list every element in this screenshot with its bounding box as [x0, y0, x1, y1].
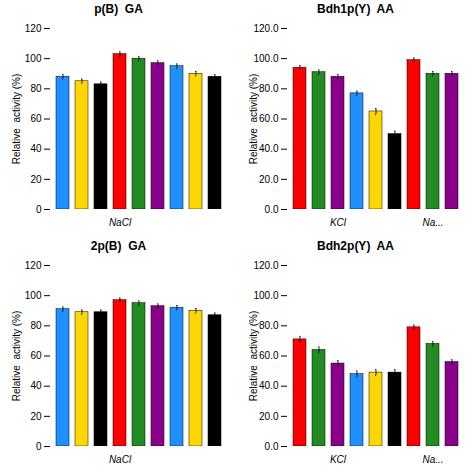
- svg-text:60: 60: [30, 113, 42, 124]
- html-text:p(B) GA: p(B) GA: [94, 2, 143, 16]
- svg-text:Na...: Na...: [422, 454, 443, 465]
- svg-text:20.0: 20.0: [259, 174, 279, 185]
- svg-text:100.0: 100.0: [253, 53, 278, 64]
- svg-text:20: 20: [30, 411, 42, 422]
- svg-text:120: 120: [25, 260, 42, 271]
- html-text:Bdh1p(Y) AA: Bdh1p(Y) AA: [317, 2, 394, 16]
- svg-text:Relative activity (%): Relative activity (%): [248, 74, 259, 165]
- svg-text:Relative activity (%): Relative activity (%): [11, 74, 22, 165]
- svg-text:80: 80: [30, 320, 42, 331]
- svg-text:100: 100: [25, 53, 42, 64]
- svg-text:0.0: 0.0: [265, 204, 279, 215]
- svg-text:40: 40: [30, 143, 42, 154]
- svg-text:KCl: KCl: [330, 217, 347, 228]
- svg-text:60.0: 60.0: [259, 350, 279, 361]
- svg-text:120.0: 120.0: [253, 260, 278, 271]
- svg-text:40: 40: [30, 380, 42, 391]
- svg-text:60.0: 60.0: [259, 113, 279, 124]
- svg-text:80: 80: [30, 83, 42, 94]
- svg-text:20.0: 20.0: [259, 411, 279, 422]
- svg-text:Na...: Na...: [422, 217, 443, 228]
- html-text:2p(B) GA: 2p(B) GA: [90, 239, 147, 253]
- svg-text:100: 100: [25, 290, 42, 301]
- svg-text:Relative activity (%): Relative activity (%): [11, 311, 22, 402]
- svg-text:120.0: 120.0: [253, 23, 278, 34]
- svg-text:0: 0: [36, 204, 42, 215]
- svg-text:NaCl: NaCl: [109, 217, 132, 228]
- svg-text:120: 120: [25, 23, 42, 34]
- html-text:Bdh2p(Y) AA: Bdh2p(Y) AA: [317, 239, 394, 253]
- svg-text:80.0: 80.0: [259, 83, 279, 94]
- svg-text:80.0: 80.0: [259, 320, 279, 331]
- svg-text:NaCl: NaCl: [109, 454, 132, 465]
- svg-text:KCl: KCl: [330, 454, 347, 465]
- svg-text:40.0: 40.0: [259, 380, 279, 391]
- svg-text:100.0: 100.0: [253, 290, 278, 301]
- svg-text:60: 60: [30, 350, 42, 361]
- svg-text:0: 0: [36, 441, 42, 452]
- svg-text:0.0: 0.0: [265, 441, 279, 452]
- svg-text:Relative activity (%): Relative activity (%): [248, 311, 259, 402]
- svg-text:20: 20: [30, 174, 42, 185]
- svg-text:40.0: 40.0: [259, 143, 279, 154]
